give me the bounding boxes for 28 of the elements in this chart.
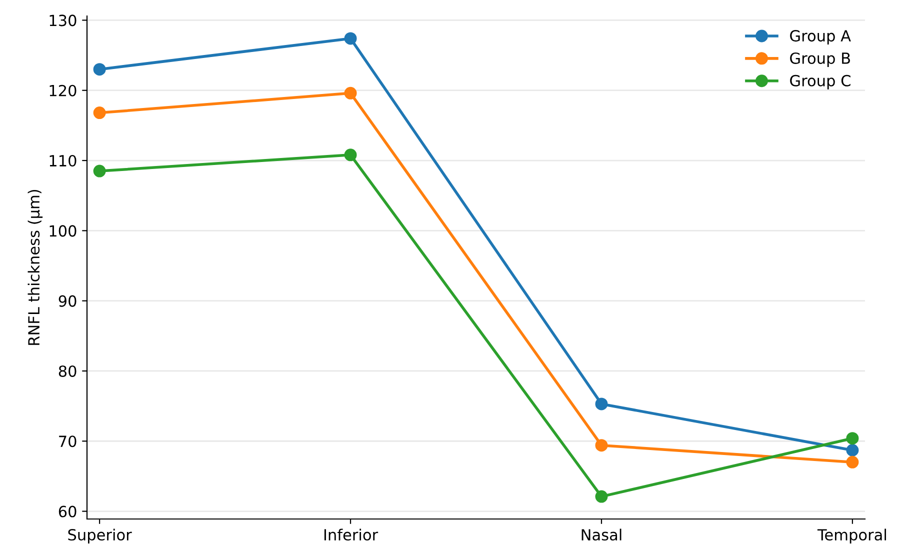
y-tick-label: 60 (58, 506, 76, 518)
y-tick-label: 80 (58, 365, 76, 377)
legend-label: Group B (790, 52, 850, 67)
point (344, 32, 357, 45)
point (344, 148, 357, 162)
x-tick-label: Temporal (817, 528, 886, 544)
point (846, 456, 859, 468)
y-tick-label: 130 (50, 14, 76, 26)
point (595, 490, 608, 503)
x-tick-label: Superior (68, 528, 132, 544)
y-tick-label: 90 (58, 295, 76, 307)
point (846, 444, 859, 456)
legend-label: Group A (790, 30, 851, 45)
y-tick-label: 100 (50, 225, 76, 237)
point (93, 164, 106, 178)
point (344, 86, 357, 100)
point (93, 63, 106, 76)
y-axis-title: RNFL thickness (µm) (28, 190, 43, 345)
point (595, 398, 608, 410)
y-tick-label: 70 (59, 436, 76, 448)
y-tick-label: 120 (50, 84, 76, 96)
legend-label: Group C (790, 74, 850, 90)
y-tick-label: 110 (50, 154, 76, 167)
x-tick-label: Nasal (582, 528, 622, 541)
point (595, 439, 608, 452)
x-tick-label: Inferior (324, 528, 378, 541)
point (846, 432, 859, 445)
point (93, 106, 106, 120)
